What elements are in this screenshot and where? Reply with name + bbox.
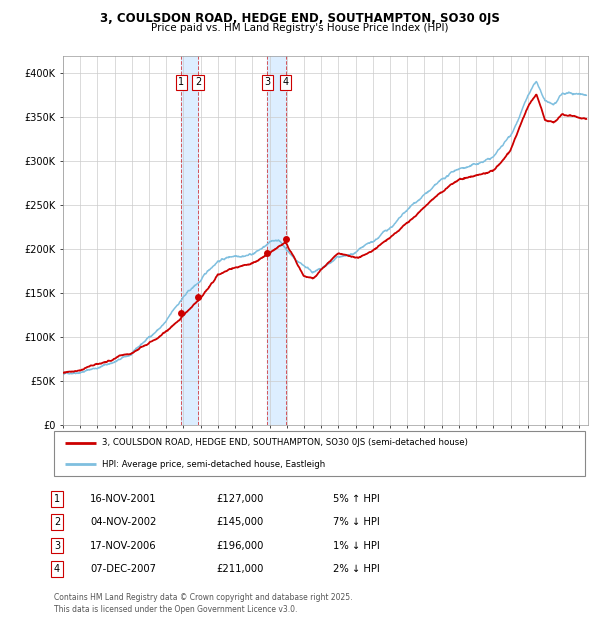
- Bar: [268, 56, 286, 425]
- Text: 16-NOV-2001: 16-NOV-2001: [90, 494, 157, 504]
- Text: £127,000: £127,000: [216, 494, 263, 504]
- Text: 5% ↑ HPI: 5% ↑ HPI: [333, 494, 380, 504]
- Text: 2: 2: [54, 517, 60, 527]
- FancyBboxPatch shape: [54, 431, 585, 476]
- Text: £211,000: £211,000: [216, 564, 263, 574]
- Text: 07-DEC-2007: 07-DEC-2007: [90, 564, 156, 574]
- Text: 1: 1: [178, 77, 184, 87]
- Text: Contains HM Land Registry data © Crown copyright and database right 2025.
This d: Contains HM Land Registry data © Crown c…: [54, 593, 353, 614]
- Text: 1: 1: [54, 494, 60, 504]
- Text: 17-NOV-2006: 17-NOV-2006: [90, 541, 157, 551]
- Bar: [181, 56, 198, 425]
- Text: 3, COULSDON ROAD, HEDGE END, SOUTHAMPTON, SO30 0JS (semi-detached house): 3, COULSDON ROAD, HEDGE END, SOUTHAMPTON…: [102, 438, 467, 448]
- Text: 4: 4: [54, 564, 60, 574]
- Text: 2% ↓ HPI: 2% ↓ HPI: [333, 564, 380, 574]
- Text: 3: 3: [54, 541, 60, 551]
- Text: 3, COULSDON ROAD, HEDGE END, SOUTHAMPTON, SO30 0JS: 3, COULSDON ROAD, HEDGE END, SOUTHAMPTON…: [100, 12, 500, 25]
- Text: HPI: Average price, semi-detached house, Eastleigh: HPI: Average price, semi-detached house,…: [102, 460, 325, 469]
- Text: Price paid vs. HM Land Registry's House Price Index (HPI): Price paid vs. HM Land Registry's House …: [151, 23, 449, 33]
- Text: 3: 3: [265, 77, 271, 87]
- Text: 04-NOV-2002: 04-NOV-2002: [90, 517, 157, 527]
- Text: 1% ↓ HPI: 1% ↓ HPI: [333, 541, 380, 551]
- Text: 7% ↓ HPI: 7% ↓ HPI: [333, 517, 380, 527]
- Text: 4: 4: [283, 77, 289, 87]
- Text: £196,000: £196,000: [216, 541, 263, 551]
- Text: 2: 2: [195, 77, 201, 87]
- Text: £145,000: £145,000: [216, 517, 263, 527]
